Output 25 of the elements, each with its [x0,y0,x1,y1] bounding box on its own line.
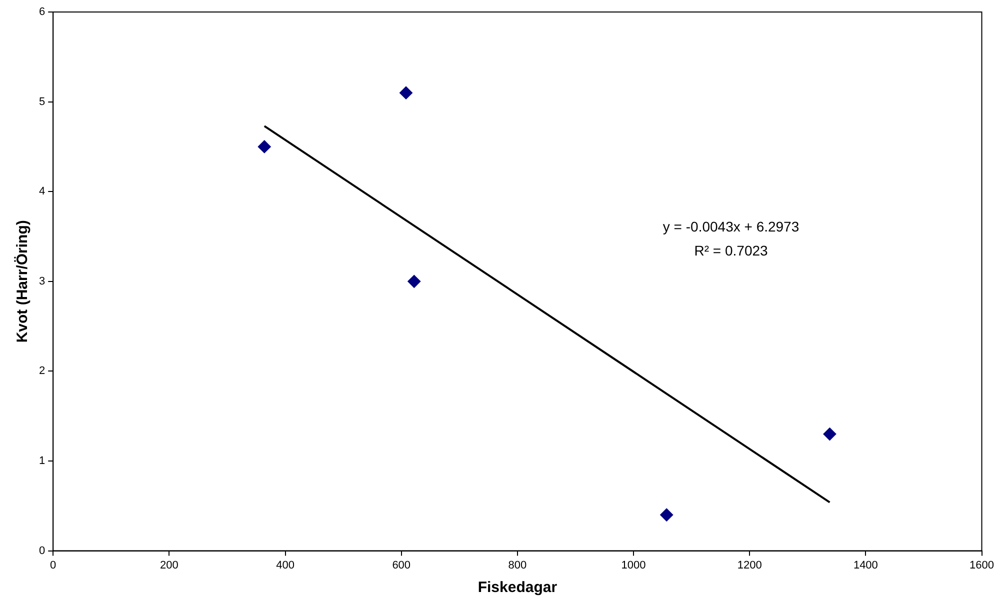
y-tick-label: 4 [38,186,46,198]
y-tick-label: 1 [38,455,46,468]
y-tick-label: 3 [38,275,46,288]
point [400,86,413,100]
annotation: y = -0.0043x + 6.2973 [662,218,800,234]
x-tick-label: 0 [50,559,56,572]
x-tick-label: 1000 [621,559,646,572]
point [258,140,271,154]
annotation: R² = 0.7023 [694,242,768,258]
y-axis-title: Kvot (Harr/Öring) [14,220,32,343]
y-tick-label: 2 [38,365,46,378]
point [660,508,674,522]
x-tick-label: 1600 [970,559,994,572]
x-tick-label: 400 [276,559,294,572]
y-tick-label: 0 [38,544,46,557]
x-tick-label: 600 [392,559,411,572]
x-axis-title: Fiskedagar [478,579,558,596]
point [408,274,421,288]
x-tick-label: 1400 [853,559,878,572]
x-tick-label: 200 [160,559,178,572]
x-tick-label: 800 [508,559,527,572]
x-tick-label: 1200 [737,559,762,572]
y-tick-label: 5 [38,96,46,108]
point [823,428,836,441]
y-tick-label: 6 [38,6,46,18]
